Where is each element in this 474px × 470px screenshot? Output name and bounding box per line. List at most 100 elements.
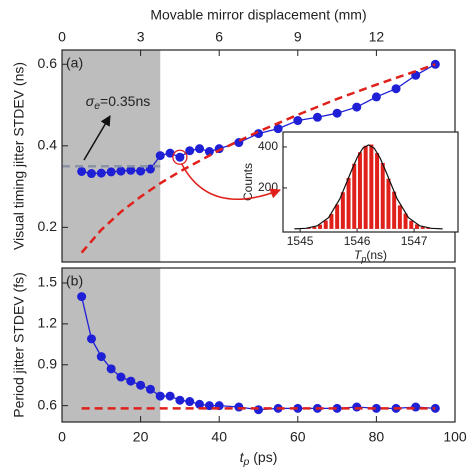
axis-label: tp (ps)	[240, 449, 278, 468]
histogram-bar	[306, 227, 311, 229]
data-point	[195, 399, 205, 409]
label-subscript: e	[94, 100, 100, 112]
plot-frame	[282, 131, 459, 233]
data-point	[77, 166, 87, 176]
label-text: (ps)	[249, 449, 277, 465]
label-text: (ns)	[366, 248, 387, 262]
histogram-bar	[397, 205, 402, 229]
histogram-bar	[420, 227, 425, 229]
histogram-bar	[414, 224, 419, 229]
data-point	[126, 165, 136, 175]
data-point	[293, 403, 303, 413]
panel-label: (a)	[66, 55, 83, 71]
data-point	[145, 164, 155, 174]
label-subscript: p	[360, 254, 366, 264]
x-tick-label: 20	[133, 429, 149, 445]
data-point	[165, 148, 175, 158]
x2-tick-label: 6	[215, 29, 223, 45]
axis-label: Tp(ns)	[354, 248, 387, 264]
data-point	[204, 401, 214, 411]
x-tick-label: 1545	[287, 234, 314, 248]
histogram-bar	[369, 144, 374, 229]
data-point	[391, 84, 401, 94]
axis-label: σe=0.35ns	[86, 93, 151, 112]
label-symbol: t	[240, 449, 245, 465]
histogram-bar	[403, 213, 408, 229]
x-tick-label: 0	[58, 429, 66, 445]
histogram-bar	[323, 220, 328, 229]
y-axis-label: Period jitter STDEV (fs)	[11, 272, 27, 417]
histogram-bar	[357, 152, 362, 229]
data-point	[116, 166, 126, 176]
data-point	[371, 403, 381, 413]
data-point	[195, 144, 205, 154]
panel-label: (b)	[66, 273, 83, 289]
histogram-bar	[392, 191, 397, 229]
data-point	[96, 352, 106, 362]
histogram-bar	[386, 178, 391, 229]
x-tick-label: 80	[369, 429, 385, 445]
x2-tick-label: 0	[58, 29, 66, 45]
data-point	[145, 384, 155, 394]
x-tick-label: 60	[290, 429, 306, 445]
y-tick-label: 0.9	[38, 355, 58, 371]
label-symbol: σ	[86, 93, 95, 109]
data-point	[293, 116, 303, 126]
y-tick-label: 400	[258, 139, 278, 153]
y-axis-label: Counts	[241, 163, 255, 201]
y-tick-label: 0.2	[38, 218, 58, 234]
histogram-bar	[409, 220, 414, 229]
shaded-region	[62, 50, 161, 262]
data-point	[86, 169, 96, 179]
label-text: =0.35ns	[100, 93, 150, 109]
data-point	[106, 167, 116, 177]
data-point	[332, 108, 342, 118]
data-point	[155, 391, 165, 401]
histogram-bar	[375, 153, 380, 229]
x-tick-label: 1546	[344, 234, 371, 248]
data-point	[312, 112, 322, 122]
histogram-bar	[363, 145, 368, 229]
data-point	[204, 147, 214, 157]
histogram-bar	[335, 204, 340, 229]
data-point	[175, 152, 185, 162]
highlight-ring	[172, 149, 188, 165]
data-point	[371, 92, 381, 102]
plot-frame	[61, 267, 456, 423]
histogram-bar	[329, 213, 334, 229]
data-point	[96, 168, 106, 178]
data-point	[411, 402, 421, 412]
y-tick-label: 0.4	[38, 137, 58, 153]
y-tick-label: 0.6	[38, 55, 58, 71]
data-point	[116, 372, 126, 382]
annotation-arrow	[83, 115, 111, 161]
data-point	[185, 146, 195, 156]
data-point	[254, 405, 263, 415]
series-line	[80, 63, 436, 254]
data-point	[136, 166, 146, 176]
data-point	[136, 380, 146, 390]
histogram-bar	[318, 224, 323, 229]
y-tick-label: 1.2	[38, 315, 58, 331]
label-subscript: p	[243, 456, 250, 468]
x-tick-label: 1547	[401, 234, 428, 248]
data-point	[155, 151, 165, 161]
x-tick-label: 40	[211, 429, 227, 445]
data-point	[86, 334, 96, 344]
fit-curve	[294, 144, 443, 230]
label-symbol: T	[354, 248, 363, 262]
x2-axis-label: Movable mirror displacement (mm)	[150, 7, 366, 23]
histogram-bar	[426, 227, 431, 229]
data-point	[126, 376, 136, 386]
y-tick-label: 0.6	[38, 396, 58, 412]
data-point	[165, 391, 175, 401]
data-point	[77, 292, 87, 302]
histogram-bar	[380, 162, 385, 229]
data-point	[106, 364, 116, 374]
x2-tick-label: 9	[294, 29, 302, 45]
histogram-bar	[346, 177, 351, 229]
shaded-region	[62, 268, 161, 422]
y-tick-label: 1.5	[38, 274, 58, 290]
data-point	[430, 59, 440, 69]
